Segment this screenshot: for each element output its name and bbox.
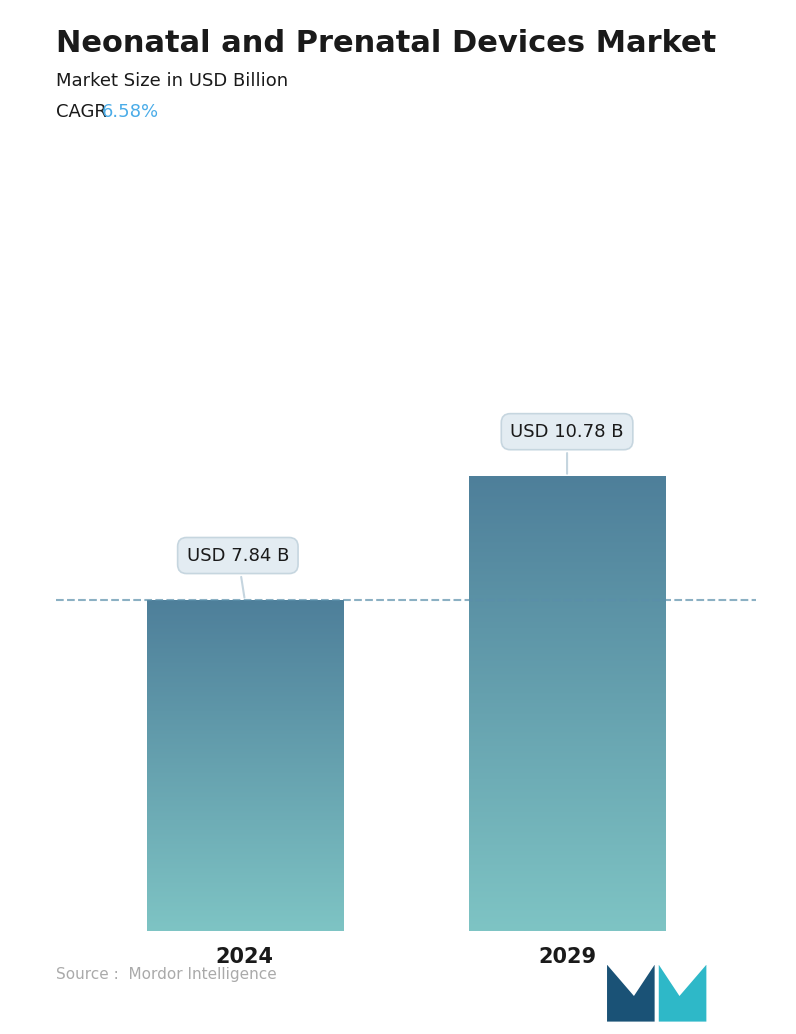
Text: Source :  Mordor Intelligence: Source : Mordor Intelligence — [56, 967, 276, 982]
Text: Market Size in USD Billion: Market Size in USD Billion — [56, 72, 288, 90]
Text: USD 10.78 B: USD 10.78 B — [510, 423, 624, 474]
Text: CAGR: CAGR — [56, 103, 115, 121]
Text: 6.58%: 6.58% — [102, 103, 159, 121]
Polygon shape — [607, 965, 654, 1022]
Polygon shape — [659, 965, 706, 1022]
Text: USD 7.84 B: USD 7.84 B — [186, 547, 289, 598]
Text: Neonatal and Prenatal Devices Market: Neonatal and Prenatal Devices Market — [56, 29, 716, 58]
